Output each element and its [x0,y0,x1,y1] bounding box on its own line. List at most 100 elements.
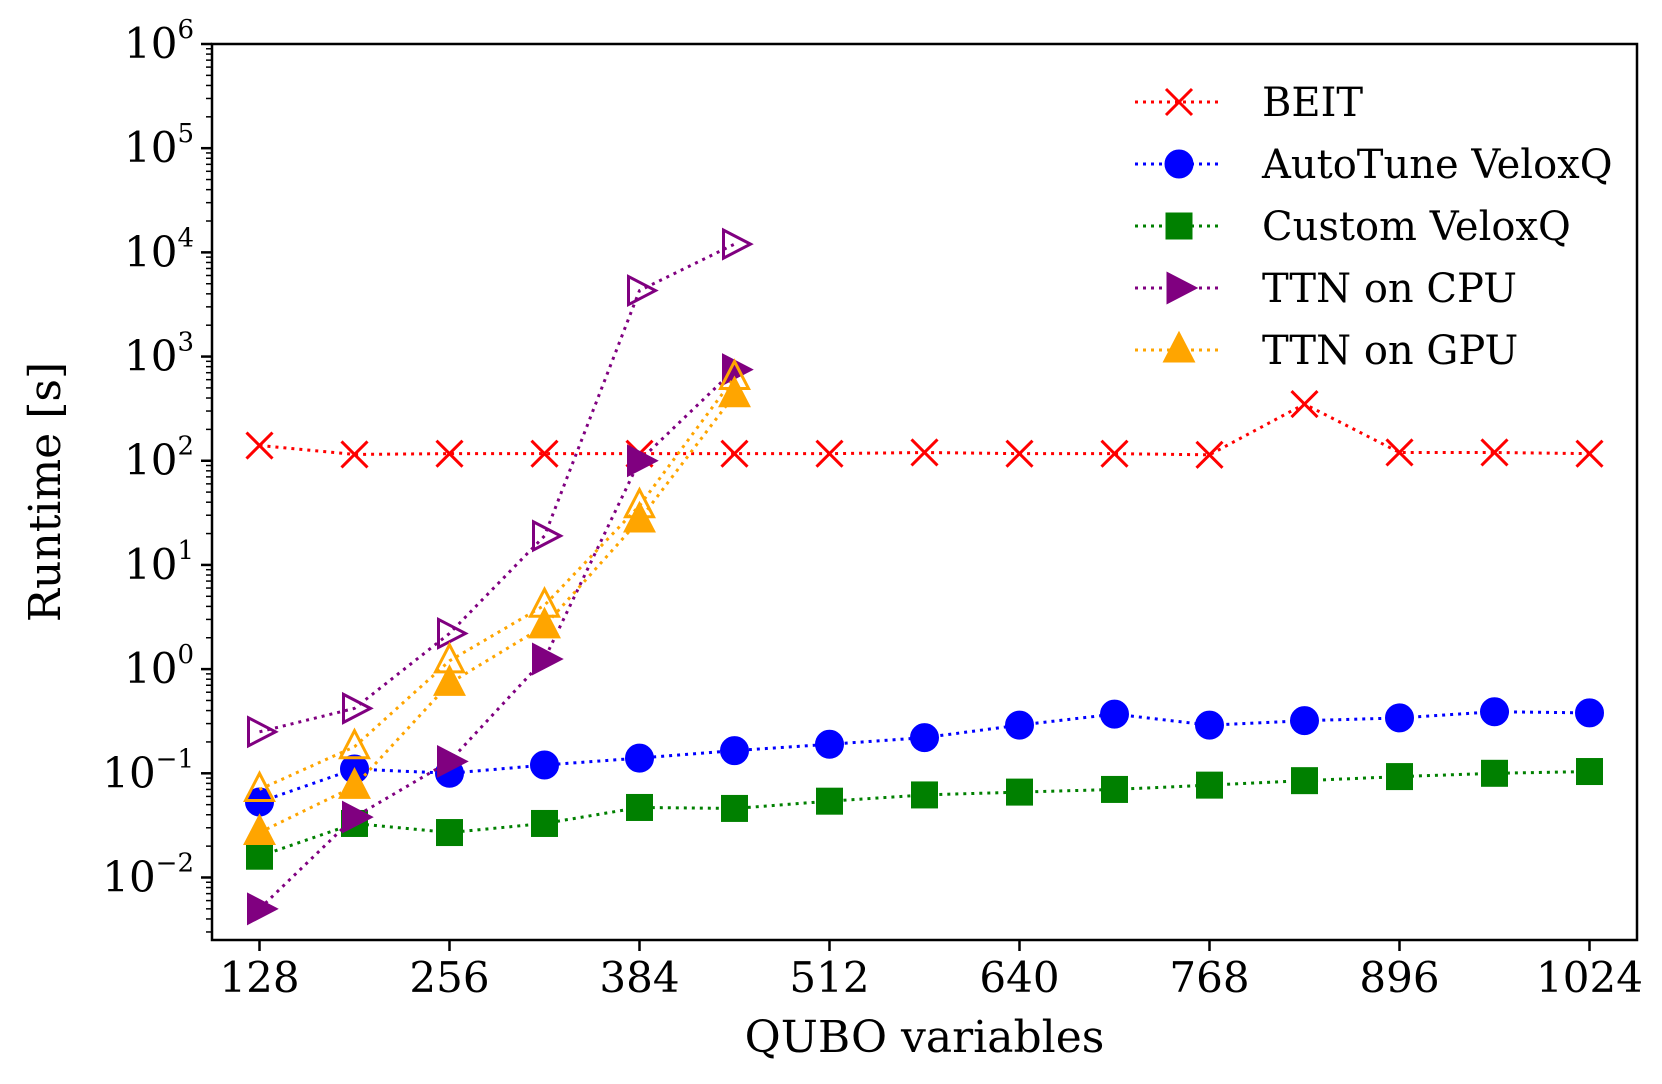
data-point [1290,389,1319,419]
y-tick-label: 106 [124,15,194,68]
data-point [718,375,751,408]
data-point [433,641,466,674]
y-tick-label: 10−1 [102,744,194,797]
x-tick-label: 640 [979,953,1059,1002]
data-point [1005,439,1034,468]
x-tick-label: 896 [1359,953,1439,1002]
data-point [528,586,561,618]
legend-label: TTN on CPU [1262,266,1517,312]
legend: BEIT AutoTune VeloxQ Custom VeloxQ TTN on C… [1135,80,1613,374]
data-point [722,353,754,387]
series-6 [243,358,751,802]
legend-marker [1162,330,1196,363]
data-point [910,438,939,467]
data-point [437,616,469,650]
legend-entry: BEIT [1135,80,1363,126]
data-point [1291,767,1318,795]
data-point [1575,698,1604,728]
data-point [1386,763,1413,791]
data-point [1101,775,1128,803]
legend-entry: TTN on GPU [1135,328,1518,374]
data-point [627,444,659,478]
data-point [718,358,751,390]
series-line [258,393,736,834]
series-2 [246,758,1603,870]
data-point [911,781,938,809]
data-point [532,642,564,676]
data-point [720,736,749,766]
x-tick-label: 256 [409,953,489,1002]
x-axis-label: QUBO variables [745,1012,1105,1063]
data-point [721,794,748,822]
data-point [532,519,564,553]
data-point [435,439,464,468]
legend-marker [1164,149,1194,179]
data-point [247,892,279,926]
ticks-layer: 128 256 384 512 640 768 896 1024 10−2 10−1 100 101 1… [102,15,1643,1002]
data-point [722,227,754,261]
data-point [1290,706,1319,736]
y-axis-label: Runtime [s] [20,362,71,622]
data-point [243,813,276,846]
y-tick-label: 101 [124,536,194,589]
data-point [1195,710,1224,740]
series-line [259,242,736,734]
data-point [1195,440,1224,469]
data-point [437,744,469,778]
y-tick-label: 103 [124,328,194,381]
data-point [816,787,843,815]
data-point [1100,439,1129,468]
series-line [258,376,736,791]
legend-label: BEIT [1262,80,1363,126]
data-point [627,274,659,308]
data-point [342,800,374,834]
data-point [531,809,558,837]
legend-label: TTN on GPU [1262,328,1518,374]
series-layer [243,227,1604,926]
y-tick-label: 100 [124,640,194,693]
legend-entry: TTN on CPU [1135,266,1517,312]
data-point [1576,758,1603,786]
data-point [1005,710,1034,740]
data-point [720,439,749,468]
x-tick-label: 1024 [1536,953,1643,1002]
data-point [1481,759,1508,787]
y-tick-label: 10−2 [102,848,194,901]
series-4 [247,227,754,749]
legend-marker [1166,271,1199,305]
y-tick-label: 102 [124,432,194,485]
data-point [1480,697,1509,727]
data-point [1006,778,1033,806]
series-3 [247,353,754,926]
data-point [338,727,371,760]
data-point [530,750,559,780]
data-point [528,606,561,639]
legend-entry: Custom VeloxQ [1135,204,1571,250]
data-point [1100,699,1129,729]
series-5 [243,375,751,846]
data-point [245,431,274,460]
data-point [342,691,374,725]
data-point [530,439,559,468]
data-point [246,842,273,870]
data-point [1575,439,1604,468]
data-point [433,664,466,696]
legend-label: AutoTune VeloxQ [1261,142,1613,188]
legend-label: Custom VeloxQ [1262,204,1571,250]
legend-marker [1165,212,1193,240]
data-point [247,715,279,749]
x-tick-label: 128 [219,953,299,1002]
data-point [815,729,844,759]
data-point [815,439,844,468]
series-line [259,402,1590,457]
x-tick-label: 768 [1169,953,1249,1002]
data-point [623,486,656,519]
data-point [1385,703,1414,733]
x-tick-label: 512 [789,953,869,1002]
data-point [436,819,463,847]
data-point [625,743,654,773]
data-point [1196,771,1223,799]
series-line [258,368,736,910]
y-tick-label: 105 [124,119,194,172]
